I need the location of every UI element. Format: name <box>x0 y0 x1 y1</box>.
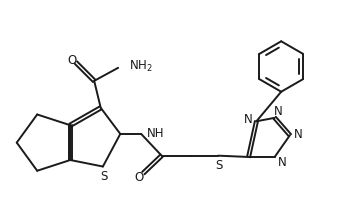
Text: N: N <box>278 156 287 169</box>
Text: NH: NH <box>147 126 164 139</box>
Text: S: S <box>100 170 107 183</box>
Text: NH$_2$: NH$_2$ <box>129 59 153 75</box>
Text: S: S <box>215 159 223 172</box>
Text: O: O <box>67 54 76 67</box>
Text: N: N <box>294 128 303 141</box>
Text: N: N <box>274 105 282 118</box>
Text: N: N <box>244 113 253 126</box>
Text: O: O <box>134 171 144 184</box>
